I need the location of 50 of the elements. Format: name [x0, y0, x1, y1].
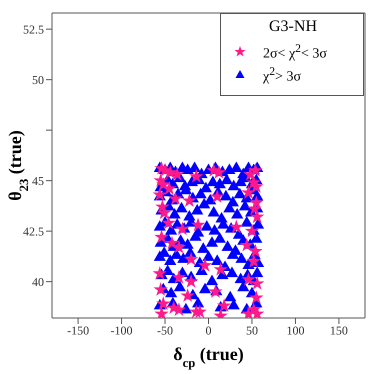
point — [249, 179, 264, 193]
y-tick-label: 40 — [32, 274, 44, 289]
point — [229, 220, 244, 234]
point — [244, 224, 260, 238]
point — [184, 274, 198, 288]
point — [250, 209, 264, 224]
y-tick-label: 50 — [32, 72, 44, 87]
point — [154, 230, 169, 244]
point — [213, 262, 228, 276]
point — [152, 187, 167, 201]
x-tick-label: -50 — [157, 324, 174, 338]
point — [161, 216, 176, 230]
point — [246, 254, 261, 268]
point — [190, 218, 206, 232]
x-tick-label: -150 — [67, 324, 90, 338]
point — [172, 270, 186, 284]
point — [152, 266, 167, 280]
legend-title: G3-NH — [268, 18, 318, 36]
point — [198, 258, 212, 272]
point — [248, 244, 263, 258]
point — [250, 276, 264, 290]
legend-label: 2σ< χ$^{2}$< 3σ — [263, 41, 327, 63]
point — [248, 163, 263, 177]
x-tick-label: 50 — [246, 324, 258, 338]
y-tick-label: 42.5 — [23, 224, 44, 238]
x-tick-label: 100 — [286, 324, 304, 338]
point — [208, 284, 223, 298]
point — [156, 296, 170, 310]
y-tick-label: 45 — [32, 174, 44, 188]
point — [175, 222, 190, 236]
point — [189, 169, 204, 183]
point — [249, 290, 264, 304]
point — [154, 282, 168, 296]
point — [184, 252, 198, 266]
legend-label: χ$^{2}$> 3σ — [263, 64, 301, 86]
point — [180, 288, 195, 302]
point — [241, 185, 256, 199]
point — [192, 304, 207, 318]
point — [182, 193, 197, 207]
x-tick-label: 0 — [206, 324, 212, 338]
x-axis-title: δ$_{cp}$ (true) — [173, 344, 244, 370]
y-tick-label: 52.5 — [23, 22, 44, 36]
point — [210, 189, 224, 203]
point — [241, 272, 256, 286]
x-tick-label: -100 — [110, 324, 133, 338]
point — [164, 236, 180, 250]
point — [168, 191, 183, 205]
point — [216, 298, 232, 312]
x-tick-label: 150 — [330, 324, 348, 338]
point — [240, 238, 254, 252]
